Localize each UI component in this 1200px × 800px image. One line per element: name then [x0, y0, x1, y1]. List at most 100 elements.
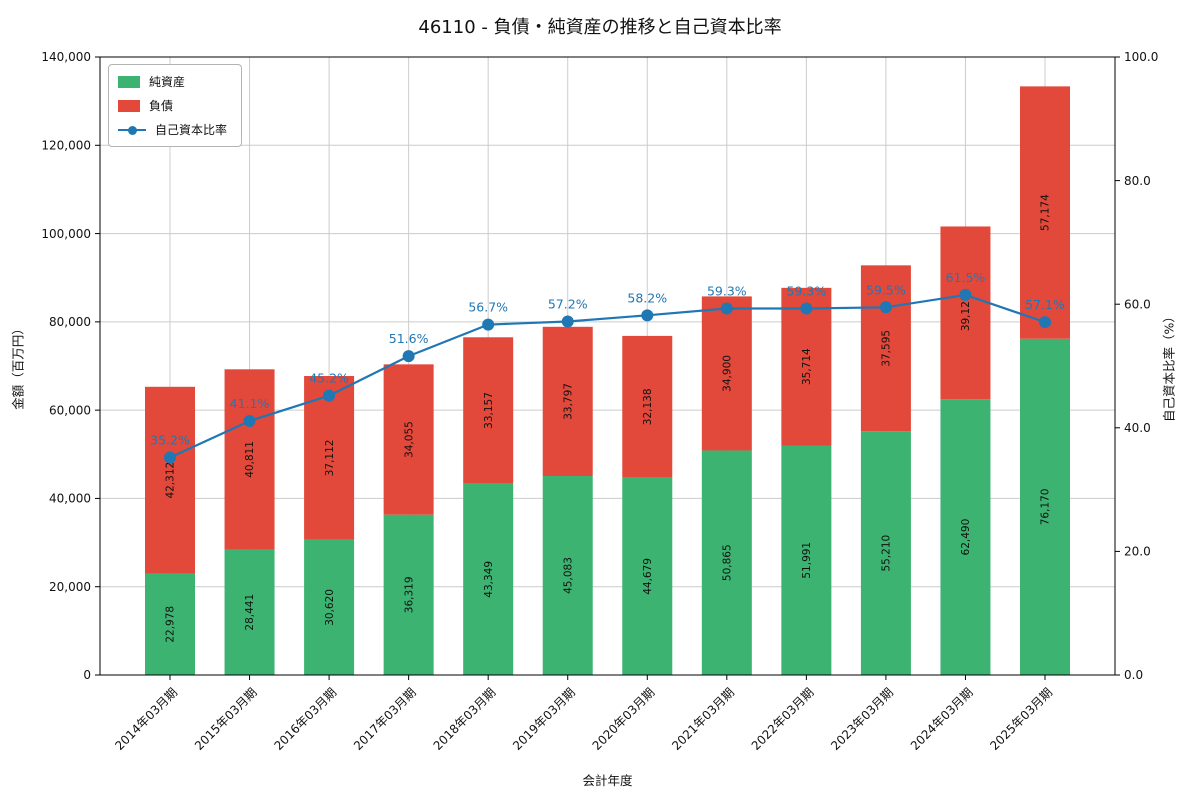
legend-item-0: 純資産	[118, 73, 227, 90]
bar-value-label-liabilities: 39,120	[960, 294, 972, 331]
legend-line-marker	[118, 124, 146, 136]
bar-value-label-liabilities: 34,055	[403, 421, 415, 458]
y-tick-label-left: 100,000	[41, 227, 91, 241]
bar-equity	[463, 483, 514, 675]
ratio-label: 59.5%	[866, 282, 906, 297]
legend-label: 負債	[149, 99, 174, 113]
bar-liabilities	[701, 296, 752, 451]
ratio-label: 51.6%	[389, 331, 429, 346]
bar-value-label-liabilities: 32,138	[642, 388, 654, 425]
ratio-point	[959, 288, 972, 301]
x-tick-label: 2022年03月期	[749, 685, 817, 753]
bar-value-label-liabilities: 40,811	[244, 441, 256, 478]
bar-liabilities	[304, 376, 355, 540]
bar-liabilities	[463, 337, 514, 484]
x-tick-label: 2020年03月期	[590, 685, 658, 753]
x-tick-label: 2024年03月期	[908, 685, 976, 753]
bar-value-label-liabilities: 35,714	[801, 348, 813, 385]
ratio-point	[1039, 316, 1051, 329]
bar-value-label-equity: 62,490	[960, 519, 972, 556]
bar-value-label-liabilities: 37,112	[324, 440, 336, 477]
ratio-label: 58.2%	[627, 290, 667, 305]
ratio-point	[561, 315, 574, 328]
y-tick-label-left: 60,000	[49, 403, 91, 417]
legend-swatch	[118, 75, 140, 88]
bar-equity	[781, 445, 832, 675]
bar-value-label-equity: 76,170	[1040, 489, 1052, 526]
ratio-point	[323, 389, 336, 402]
bar-value-label-liabilities: 57,174	[1040, 194, 1052, 231]
bar-equity	[1020, 338, 1070, 675]
x-tick-label: 2014年03月期	[112, 685, 180, 753]
bar-equity	[940, 399, 991, 675]
legend: 純資産負債自己資本比率	[108, 64, 243, 147]
bar-equity	[701, 450, 752, 675]
bar-value-label-liabilities: 33,157	[483, 392, 495, 429]
bar-equity	[860, 431, 911, 675]
bar-equity	[383, 514, 434, 675]
chart-title: 46110 - 負債・純資産の推移と自己資本比率	[418, 17, 782, 38]
ratio-label: 56.7%	[468, 300, 508, 315]
y-tick-label-left: 80,000	[49, 315, 91, 329]
ratio-point	[243, 415, 256, 428]
bar-value-label-equity: 30,620	[324, 589, 336, 626]
bar-value-label-equity: 28,441	[244, 594, 256, 631]
bar-liabilities	[542, 326, 593, 476]
ratio-label: 57.1%	[1025, 297, 1065, 312]
bar-liabilities	[224, 369, 275, 550]
bar-liabilities	[383, 364, 434, 515]
y-tick-label-left: 0	[83, 668, 91, 682]
bar-liabilities	[145, 386, 195, 574]
x-tick-label: 2017年03月期	[351, 685, 419, 753]
bar-liabilities	[940, 226, 991, 400]
bar-value-label-liabilities: 33,797	[562, 383, 574, 420]
y-tick-label-right: 80.0	[1124, 174, 1151, 188]
ratio-label: 35.2%	[150, 432, 190, 447]
x-tick-label: 2016年03月期	[271, 685, 339, 753]
ratio-point	[879, 301, 892, 314]
y-tick-label-right: 100.0	[1124, 50, 1158, 64]
bar-equity	[622, 477, 673, 675]
ratio-point	[720, 302, 733, 315]
y-tick-label-right: 20.0	[1124, 545, 1151, 559]
legend-item-2: 自己資本比率	[118, 121, 227, 138]
x-tick-label: 2025年03月期	[987, 685, 1055, 753]
bar-equity	[542, 475, 593, 675]
ratio-point	[641, 309, 654, 322]
x-tick-label: 2015年03月期	[192, 685, 260, 753]
x-tick-label: 2021年03月期	[669, 685, 737, 753]
y-tick-label-left: 140,000	[41, 50, 91, 64]
bar-value-label-equity: 45,083	[562, 557, 574, 594]
ratio-label: 61.5%	[946, 270, 986, 285]
ratio-point	[402, 350, 415, 363]
bar-value-label-equity: 22,978	[165, 606, 177, 643]
bar-value-label-liabilities: 42,312	[165, 462, 177, 499]
bar-liabilities	[860, 265, 911, 432]
bar-value-label-equity: 51,991	[801, 542, 813, 579]
ratio-label: 57.2%	[548, 297, 588, 312]
bar-value-label-liabilities: 34,900	[721, 355, 733, 392]
plot-border	[99, 56, 1116, 676]
ratio-line	[169, 293, 1046, 459]
bar-liabilities	[622, 335, 673, 478]
y-tick-label-left: 120,000	[41, 138, 91, 152]
bar-equity	[304, 539, 355, 675]
x-axis-label: 会計年度	[582, 773, 633, 788]
bar-equity	[224, 549, 275, 675]
bar-value-label-equity: 36,319	[403, 576, 415, 613]
ratio-label: 59.3%	[707, 284, 747, 299]
bar-value-label-equity: 43,349	[483, 561, 495, 598]
bar-value-label-equity: 55,210	[881, 535, 893, 572]
ratio-label: 41.1%	[230, 396, 270, 411]
legend-swatch	[118, 99, 140, 112]
bar-equity	[145, 573, 195, 675]
y-tick-label-right: 40.0	[1124, 421, 1151, 435]
y-tick-label-right: 60.0	[1124, 297, 1151, 311]
x-tick-label: 2018年03月期	[431, 685, 499, 753]
bar-value-label-liabilities: 37,595	[881, 330, 893, 367]
ratio-label: 45.2%	[309, 371, 349, 386]
legend-item-1: 負債	[118, 97, 227, 114]
bar-value-label-equity: 50,865	[721, 544, 733, 581]
